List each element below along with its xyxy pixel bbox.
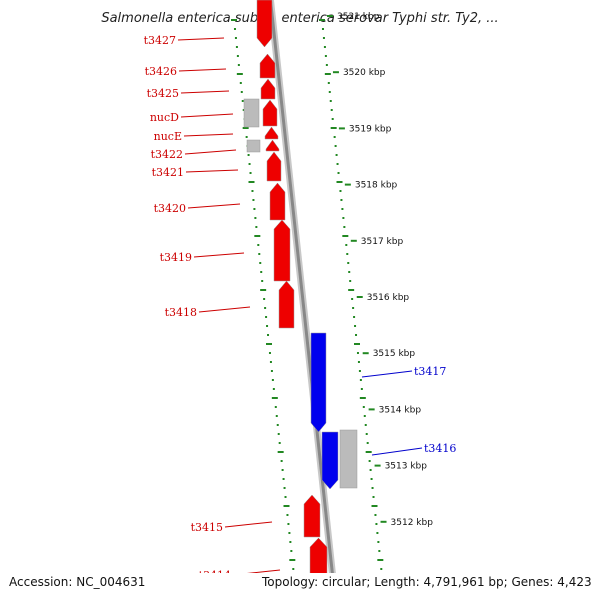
kbp-label: 3512 kbp [391, 518, 434, 528]
kbp-label: 3513 kbp [385, 462, 428, 472]
gene-label: t3416 [424, 442, 456, 455]
gene-label: t3425 [147, 87, 179, 100]
gene-arrow [256, 0, 273, 48]
map-title: Salmonella enterica subsp. enterica sero… [101, 11, 498, 26]
label-leader-line [198, 306, 251, 313]
gene-label: t3417 [414, 365, 446, 378]
genome-backbone [266, 0, 339, 600]
kbp-label: 3519 kbp [349, 124, 392, 134]
footer-background [0, 573, 600, 600]
summary-text: Topology: circular; Length: 4,791,961 bp… [261, 575, 592, 589]
gene-arrow [273, 219, 291, 282]
label-leader-line [187, 203, 241, 209]
gene-label: t3422 [151, 148, 183, 161]
other-feature [243, 98, 260, 128]
gene-arrow [266, 151, 282, 182]
label-leader-line [178, 68, 227, 72]
label-leader-line [183, 133, 234, 137]
gene-label: t3426 [145, 65, 177, 78]
gene-label: t3421 [152, 166, 184, 179]
gene-label: nucE [154, 130, 182, 143]
kbp-label: 3520 kbp [343, 68, 386, 78]
gene-arrow [278, 280, 295, 329]
gene-arrow [264, 126, 279, 140]
kbp-label: 3514 kbp [379, 405, 422, 415]
label-leader-line [224, 521, 273, 528]
gene-arrow [269, 182, 286, 221]
gene-arrow [321, 431, 339, 490]
other-feature [339, 429, 358, 489]
accession-text: Accession: NC_004631 [9, 575, 145, 589]
label-leader-line [361, 370, 413, 378]
gene-label: t3427 [144, 34, 176, 47]
gene-arrow [265, 139, 280, 152]
kbp-label: 3515 kbp [373, 349, 416, 359]
gene-arrow [310, 332, 327, 433]
label-leader-line [193, 252, 245, 258]
label-leader-line [185, 169, 239, 173]
gene-arrow [259, 53, 276, 79]
kbp-label: 3516 kbp [367, 293, 410, 303]
gene-label: t3415 [191, 521, 223, 534]
gene-label: t3420 [154, 202, 186, 215]
gene-labels: t3427 t3426 t3425 nucD nucE t3422 t3421 t3420 t3… [144, 34, 457, 582]
kbp-label: 3517 kbp [361, 237, 404, 247]
kbp-scale-labels: 3521 kbp 3520 kbp 3519 kbp 3518 kbp 3517 kbp… [327, 12, 439, 584]
label-leader-line [184, 149, 237, 155]
gene-label: t3418 [165, 306, 197, 319]
gene-arrow [260, 78, 276, 100]
label-leader-line [180, 90, 230, 94]
gene-arrow [262, 99, 278, 127]
label-leader-line [180, 113, 234, 118]
gene-label: nucD [150, 111, 179, 124]
gene-label: t3419 [160, 251, 192, 264]
gene-arrow [303, 494, 321, 538]
other-feature [246, 139, 261, 153]
backbone-line [268, 0, 337, 600]
label-leader-line [177, 37, 225, 41]
kbp-label: 3521 kbp [337, 12, 380, 22]
label-leader-line [371, 447, 423, 456]
kbp-label: 3518 kbp [355, 181, 398, 191]
